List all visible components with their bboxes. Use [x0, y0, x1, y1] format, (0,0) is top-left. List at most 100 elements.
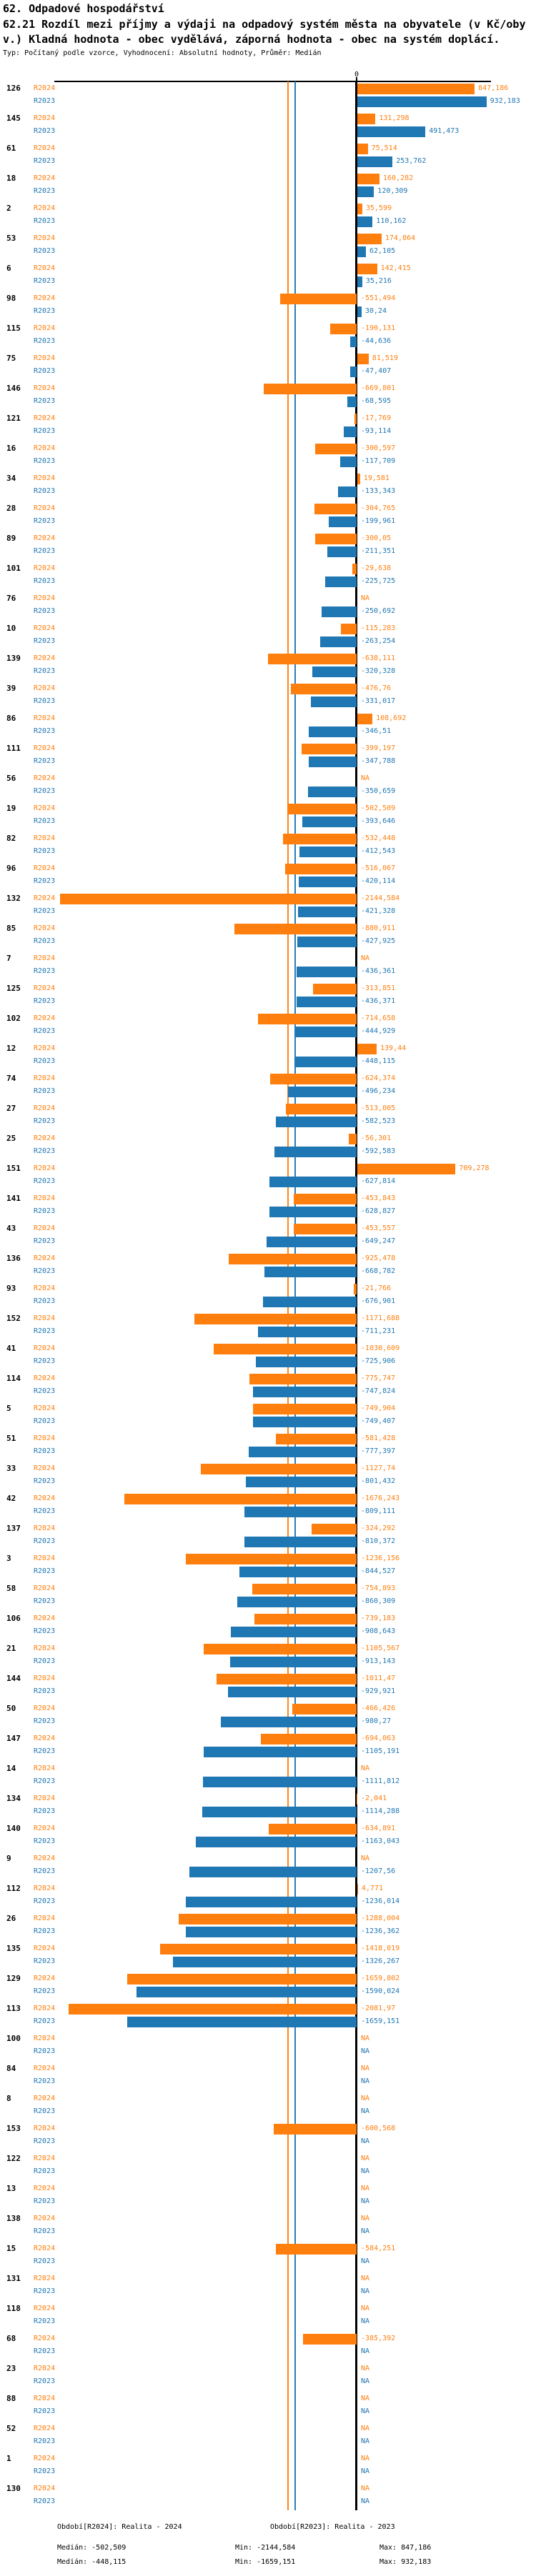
bar-r2024 — [313, 983, 357, 994]
value-label-r2023: -320,328 — [361, 667, 396, 675]
value-label-r2023: -496,234 — [361, 1087, 396, 1095]
bar-r2024 — [357, 83, 475, 94]
row-id-label: 53 — [6, 234, 16, 243]
value-label-r2024: -21,766 — [361, 1284, 392, 1292]
bar-r2024 — [349, 1133, 357, 1144]
series-label-r2023: R2023 — [34, 2077, 56, 2085]
row-id-label: 101 — [6, 564, 21, 573]
value-label-r2024: -313,851 — [361, 984, 396, 992]
bar-r2023 — [231, 1626, 357, 1637]
series-label-r2024: R2024 — [34, 984, 56, 992]
value-label-r2023: NA — [361, 2497, 370, 2505]
bar-r2024 — [234, 923, 357, 934]
bar-r2024 — [214, 1343, 357, 1354]
value-label-r2024: NA — [361, 2065, 370, 2072]
value-label-r2024: -1171,688 — [361, 1314, 400, 1322]
bar-r2024 — [68, 2003, 357, 2015]
series-label-r2023: R2023 — [34, 637, 56, 645]
series-label-r2024: R2024 — [34, 1494, 56, 1502]
value-label-r2024: -1676,243 — [361, 1494, 400, 1502]
bar-r2023 — [230, 1656, 357, 1667]
series-label-r2024: R2024 — [34, 2125, 56, 2132]
series-label-r2023: R2023 — [34, 907, 56, 915]
bar-r2024 — [203, 1643, 357, 1654]
series-label-r2023: R2023 — [34, 1117, 56, 1125]
series-label-r2024: R2024 — [34, 1854, 56, 1862]
series-label-r2023: R2023 — [34, 2107, 56, 2115]
series-label-r2023: R2023 — [34, 667, 56, 675]
value-label-r2024: -17,769 — [361, 414, 392, 422]
series-label-r2023: R2023 — [34, 337, 56, 345]
bar-r2024 — [270, 1073, 357, 1084]
value-label-r2023: -117,709 — [361, 457, 396, 465]
bar-r2023 — [173, 1956, 357, 1967]
value-label-r2023: -980,27 — [361, 1717, 392, 1725]
row-id-label: 61 — [6, 144, 16, 153]
series-label-r2024: R2024 — [34, 1975, 56, 1982]
row-id-label: 129 — [6, 1974, 21, 1983]
series-label-r2024: R2024 — [34, 774, 56, 782]
row-id-label: 112 — [6, 1884, 21, 1893]
series-label-r2023: R2023 — [34, 1147, 56, 1155]
value-label-r2024: -925,478 — [361, 1254, 396, 1262]
series-label-r2024: R2024 — [34, 1914, 56, 1922]
series-label-r2024: R2024 — [34, 1404, 56, 1412]
value-label-r2024: -739,183 — [361, 1614, 396, 1622]
value-label-r2024: NA — [361, 2275, 370, 2282]
value-label-r2023: NA — [361, 2167, 370, 2175]
legend-max-r2023: Max: 932,183 — [379, 2558, 432, 2566]
row-id-label: 111 — [6, 744, 21, 753]
series-label-r2023: R2023 — [34, 1657, 56, 1665]
bar-r2023 — [256, 1356, 357, 1367]
value-label-r2024: 160,282 — [383, 174, 414, 182]
bar-r2024 — [353, 1283, 357, 1294]
row-id-label: 51 — [6, 1434, 16, 1443]
series-label-r2024: R2024 — [34, 684, 56, 692]
value-label-r2024: 709,278 — [459, 1164, 490, 1172]
series-label-r2024: R2024 — [34, 354, 56, 362]
bar-r2023 — [237, 1596, 357, 1607]
row-id-label: 115 — [6, 324, 21, 333]
row-id-label: 122 — [6, 2154, 21, 2163]
bar-r2023 — [189, 1866, 357, 1877]
bar-r2024 — [260, 1733, 357, 1744]
row-id-label: 18 — [6, 174, 16, 183]
row-id-label: 126 — [6, 84, 21, 93]
series-label-r2024: R2024 — [34, 1644, 56, 1652]
bar-r2023 — [308, 786, 357, 797]
value-label-r2023: -350,659 — [361, 787, 396, 795]
axis-zero-tick — [356, 77, 357, 81]
row-id-label: 16 — [6, 444, 16, 453]
series-label-r2023: R2023 — [34, 1177, 56, 1185]
bar-r2023 — [264, 1266, 357, 1277]
value-label-r2024: -634,891 — [361, 1824, 396, 1832]
series-label-r2023: R2023 — [34, 187, 56, 195]
value-label-r2023: NA — [361, 2227, 370, 2235]
series-label-r2023: R2023 — [34, 1837, 56, 1845]
value-label-r2023: NA — [361, 2107, 370, 2115]
row-id-label: 10 — [6, 624, 16, 633]
value-label-r2024: -1659,802 — [361, 1975, 400, 1982]
series-label-r2024: R2024 — [34, 1284, 56, 1292]
bar-r2023 — [327, 546, 357, 557]
row-id-label: 56 — [6, 774, 16, 783]
bar-r2024 — [303, 2333, 357, 2345]
series-label-r2024: R2024 — [34, 264, 56, 272]
bar-r2023 — [322, 606, 357, 617]
value-label-r2024: -304,765 — [361, 504, 396, 512]
series-label-r2024: R2024 — [34, 294, 56, 302]
series-label-r2024: R2024 — [34, 834, 56, 842]
series-label-r2024: R2024 — [34, 2395, 56, 2402]
bar-r2024 — [330, 323, 357, 334]
row-id-label: 58 — [6, 1584, 16, 1593]
series-label-r2023: R2023 — [34, 967, 56, 975]
value-label-r2024: NA — [361, 2395, 370, 2402]
value-label-r2023: 62,105 — [369, 247, 396, 255]
value-label-r2023: -628,827 — [361, 1207, 396, 1215]
value-label-r2024: -56,301 — [361, 1134, 392, 1142]
bar-r2024 — [357, 203, 362, 214]
bar-r2024 — [290, 683, 357, 694]
series-label-r2023: R2023 — [34, 877, 56, 885]
series-label-r2024: R2024 — [34, 384, 56, 392]
value-label-r2023: -427,925 — [361, 937, 396, 945]
